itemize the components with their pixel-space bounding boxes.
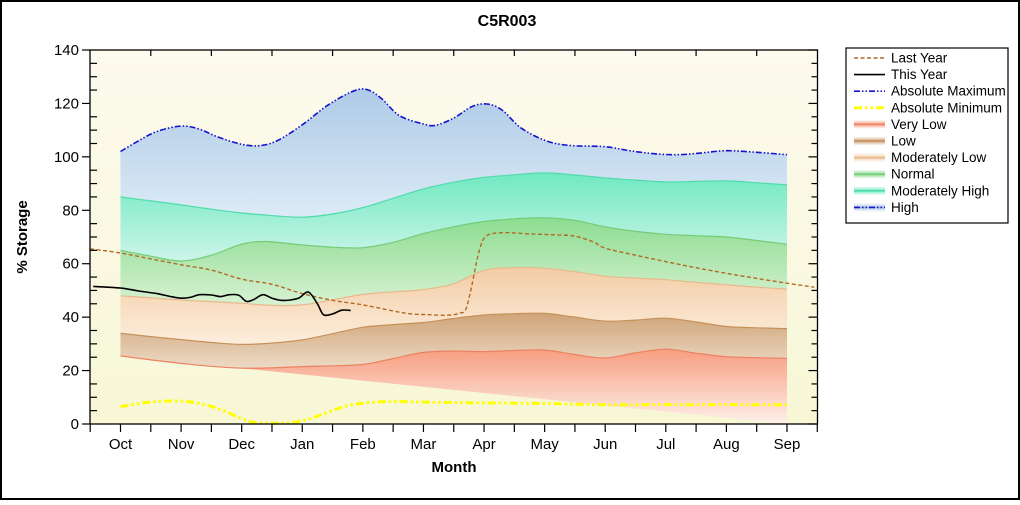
axis-tick-labels: 0 20 40 60 80 100 120 140 Oct Nov Dec Jan Feb Mar Apr M… (54, 42, 800, 453)
line-last-year (90, 231, 815, 317)
legend-item: Normal (854, 167, 935, 182)
x-tick-label: Jun (593, 436, 617, 453)
x-tick-label: Feb (350, 436, 376, 453)
band-edge-normal (120, 217, 788, 262)
legend-item: High (854, 200, 919, 215)
line-this-year (93, 285, 351, 317)
band-edge-lines (120, 172, 788, 369)
legend-item: Last Year (854, 51, 948, 66)
legend-item: Absolute Maximum (854, 84, 1006, 99)
legend-label: Low (891, 134, 916, 149)
x-tick-label: Mar (411, 436, 437, 453)
legend-label: Absolute Maximum (891, 84, 1006, 99)
y-tick-label: 20 (62, 363, 79, 380)
legend-label: Very Low (891, 117, 947, 132)
band-edge-moderately-low (120, 266, 788, 307)
x-tick-label: Jan (290, 436, 314, 453)
x-tick-label: Dec (228, 436, 255, 453)
y-tick-label: 40 (62, 309, 79, 326)
legend-label: Absolute Minimum (891, 100, 1002, 115)
legend-item: Absolute Minimum (854, 100, 1002, 115)
x-axis-title: Month (432, 459, 477, 476)
band-edge-low (120, 312, 788, 346)
band-edge-very-low (120, 348, 788, 369)
y-tick-label: 80 (62, 202, 79, 219)
legend-label: High (891, 200, 919, 215)
x-tick-label: Aug (713, 436, 740, 453)
legend-label: Last Year (891, 51, 948, 66)
x-tick-label: Oct (109, 436, 133, 453)
band-normal (120, 217, 787, 306)
y-tick-label: 120 (54, 95, 79, 112)
y-tick-label: 0 (71, 416, 79, 433)
band-edge-moderately-high (120, 172, 788, 218)
x-tick-label: Sep (774, 436, 801, 453)
x-tick-label: Apr (472, 436, 495, 453)
x-tick-label: May (530, 436, 559, 453)
line-absolute-minimum (120, 399, 787, 425)
legend-label: Moderately High (891, 183, 989, 198)
legend-item: Low (854, 134, 916, 149)
legend-item: This Year (854, 67, 948, 82)
band-moderately-low (120, 267, 787, 345)
line-absolute-maximum (120, 88, 788, 156)
series-lines (90, 88, 815, 425)
chart-title: C5R003 (478, 13, 537, 30)
legend-label: Normal (891, 167, 935, 182)
axis-ticks (82, 49, 818, 432)
legend-item: Moderately High (854, 183, 989, 198)
legend-item: Very Low (854, 117, 947, 132)
band-moderately-high (120, 172, 787, 262)
y-tick-label: 140 (54, 42, 79, 59)
band-low (120, 313, 787, 369)
x-tick-label: Nov (168, 436, 195, 453)
x-tick-label: Jul (656, 436, 675, 453)
y-tick-label: 100 (54, 149, 79, 166)
legend-label: This Year (891, 67, 948, 82)
y-axis-title: % Storage (14, 200, 31, 273)
y-tick-label: 60 (62, 256, 79, 273)
band-high (120, 88, 787, 218)
legend-label: Moderately Low (891, 150, 987, 165)
legend-item: Moderately Low (854, 150, 987, 165)
